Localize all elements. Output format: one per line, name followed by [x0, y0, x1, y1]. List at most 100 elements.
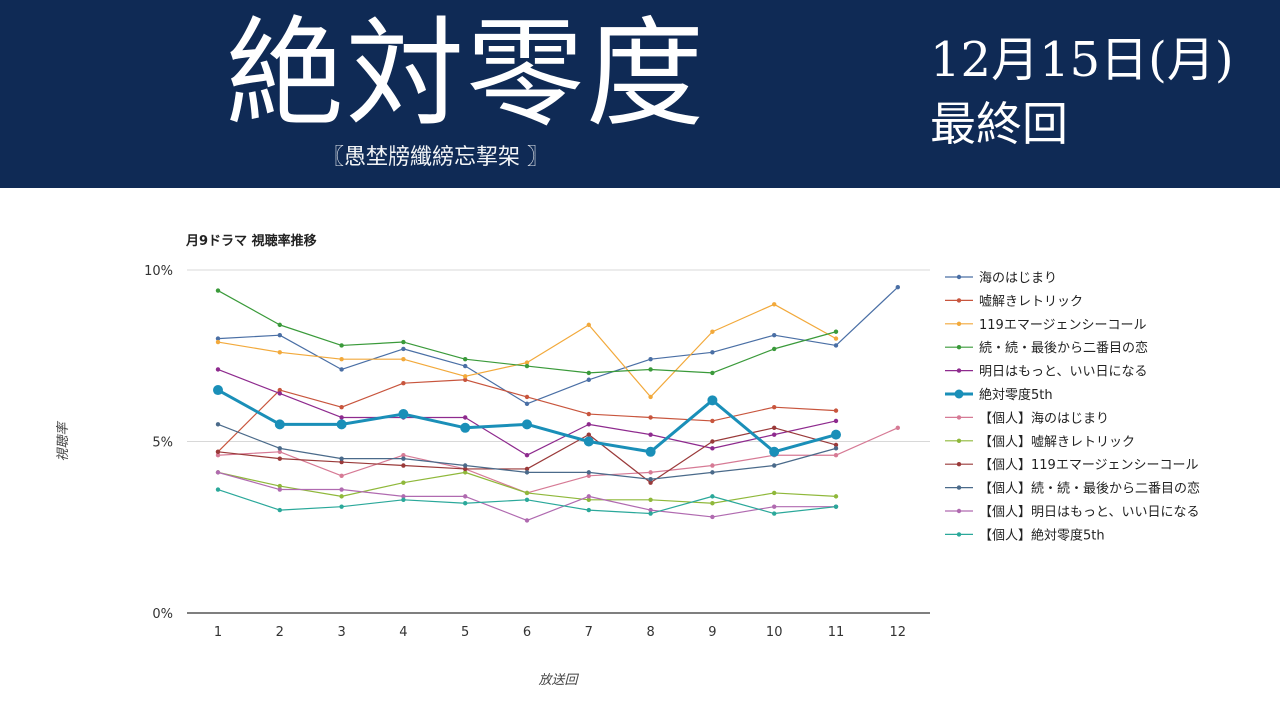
data-point: [339, 456, 344, 461]
legend-item: 続・続・最後から二番目の恋: [945, 340, 1148, 356]
legend-item: 【個人】嘘解きレトリック: [945, 435, 1135, 450]
data-point: [833, 442, 839, 448]
data-point: [401, 456, 406, 461]
data-point: [710, 329, 715, 334]
data-point: [463, 463, 468, 468]
data-point: [277, 483, 282, 489]
series-9: [215, 425, 839, 485]
data-point: [833, 418, 839, 424]
legend-swatch-dot: [956, 485, 962, 490]
series-4: [215, 288, 839, 376]
series-1: [215, 284, 900, 406]
data-point: [463, 374, 468, 379]
data-point: [463, 466, 468, 472]
data-point: [645, 446, 656, 457]
legend-label: 【個人】明日はもっと、いい日になる: [979, 505, 1199, 520]
legend-item: 【個人】絶対零度5th: [945, 527, 1105, 543]
series-line: [217, 303, 837, 398]
data-point: [277, 350, 282, 355]
data-point: [463, 501, 468, 506]
drama-title: 絶対零度: [226, 5, 707, 143]
data-point: [401, 380, 406, 386]
legend-swatch-dot: [956, 508, 962, 514]
data-point: [648, 507, 653, 513]
legend-item: 【個人】119エマージェンシーコール: [945, 458, 1199, 473]
data-point: [463, 494, 468, 499]
data-point: [710, 463, 715, 468]
data-point: [524, 466, 530, 472]
y-tick-label: 5%: [152, 436, 173, 451]
data-point: [401, 356, 406, 362]
data-point: [524, 470, 530, 475]
x-tick-label: 10: [766, 625, 783, 640]
data-point: [401, 497, 406, 503]
data-point: [648, 497, 653, 503]
legend-label: 【個人】絶対零度5th: [979, 527, 1105, 543]
data-point: [339, 459, 344, 465]
data-point: [215, 487, 221, 492]
x-tick-label: 11: [828, 625, 845, 640]
broadcast-date: 12月15日(月): [930, 32, 1234, 88]
data-point: [772, 405, 777, 410]
data-point: [213, 385, 223, 396]
data-point: [833, 408, 839, 413]
data-point: [524, 518, 530, 523]
legend-label: 【個人】海のはじまり: [979, 411, 1109, 426]
x-tick-label: 2: [276, 625, 284, 640]
legend-swatch-dot: [954, 389, 964, 399]
data-point: [463, 377, 468, 382]
series-line: [217, 471, 836, 521]
x-tick-label: 12: [890, 625, 907, 640]
legend-item: 海のはじまり: [945, 271, 1057, 286]
x-tick-label: 6: [523, 625, 531, 640]
data-point: [833, 336, 839, 341]
data-point: [277, 446, 282, 451]
data-point: [339, 415, 344, 420]
data-point: [277, 322, 282, 328]
series-11: [215, 470, 839, 523]
legend-label: 海のはじまり: [979, 271, 1057, 286]
series-6: [213, 385, 841, 457]
data-point: [339, 356, 344, 362]
data-point: [215, 470, 221, 475]
data-point: [833, 329, 839, 334]
x-tick-label: 7: [585, 625, 593, 640]
legend-label: 嘘解きレトリック: [979, 294, 1083, 309]
data-point: [586, 494, 591, 499]
x-tick-label: 5: [461, 625, 469, 640]
data-point: [833, 504, 839, 509]
data-point: [277, 449, 282, 454]
data-point: [583, 436, 594, 447]
data-point: [833, 453, 839, 458]
data-point: [772, 425, 777, 430]
data-point: [215, 422, 221, 427]
legend-item: 絶対零度5th: [945, 387, 1053, 403]
data-point: [710, 446, 715, 451]
data-point: [710, 470, 715, 475]
data-point: [895, 284, 900, 290]
data-point: [524, 497, 530, 503]
data-point: [586, 473, 591, 478]
data-point: [710, 514, 715, 520]
data-point: [524, 401, 530, 406]
data-point: [339, 405, 344, 410]
legend-label: 明日はもっと、いい日になる: [979, 365, 1147, 380]
data-point: [215, 367, 221, 372]
legend-label: 119エマージェンシーコール: [979, 318, 1147, 333]
data-point: [586, 422, 591, 427]
data-point: [524, 453, 530, 458]
y-tick-label: 0%: [152, 607, 173, 622]
data-point: [336, 419, 347, 430]
data-point: [586, 370, 591, 376]
data-point: [710, 370, 715, 376]
data-point: [215, 339, 221, 345]
chart-title: 月9ドラマ 視聴率推移: [186, 234, 317, 249]
data-point: [586, 377, 591, 382]
series-line: [217, 368, 837, 456]
legend-swatch-dot: [956, 415, 962, 420]
data-point: [215, 449, 221, 454]
data-point: [586, 411, 591, 417]
data-point: [277, 507, 282, 513]
legend-swatch-dot: [956, 345, 962, 350]
